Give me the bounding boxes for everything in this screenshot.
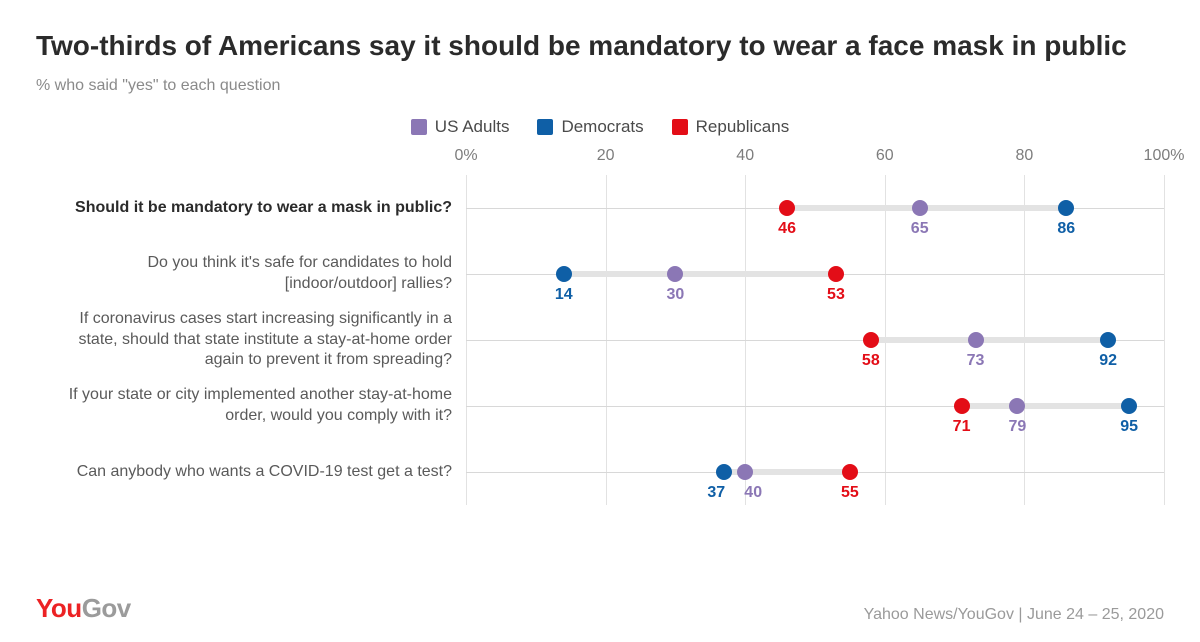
- row-plot: 73 92 58: [466, 307, 1164, 373]
- axis-tick: 20: [597, 147, 615, 165]
- gridline: [1164, 373, 1165, 439]
- axis-tick: 40: [736, 147, 754, 165]
- chart-row: If coronavirus cases start increasing si…: [36, 307, 1164, 373]
- row-label: If your state or city implemented anothe…: [36, 385, 466, 427]
- row-plot: 40 37 55: [466, 439, 1164, 505]
- axis-tick: 0%: [454, 147, 477, 165]
- value-label: 14: [555, 286, 573, 304]
- value-label: 37: [707, 484, 725, 502]
- data-point: [968, 332, 984, 348]
- axis-tick: 80: [1015, 147, 1033, 165]
- data-point: [1100, 332, 1116, 348]
- gridline: [1164, 241, 1165, 307]
- row-label: Can anybody who wants a COVID-19 test ge…: [36, 462, 466, 483]
- row-plot: 79 95 71: [466, 373, 1164, 439]
- value-label: 73: [967, 352, 985, 370]
- row-label: Do you think it's safe for candidates to…: [36, 253, 466, 295]
- legend-swatch: [537, 119, 553, 135]
- range-connector: [871, 337, 1108, 343]
- data-point: [779, 200, 795, 216]
- legend-label: US Adults: [435, 117, 510, 137]
- value-label: 58: [862, 352, 880, 370]
- legend-swatch: [672, 119, 688, 135]
- data-point: [716, 464, 732, 480]
- chart-row: Can anybody who wants a COVID-19 test ge…: [36, 439, 1164, 505]
- x-axis: 0%20406080100%: [466, 147, 1164, 175]
- value-label: 46: [778, 220, 796, 238]
- data-point: [828, 266, 844, 282]
- row-label: Should it be mandatory to wear a mask in…: [36, 198, 466, 219]
- data-point: [737, 464, 753, 480]
- chart-title: Two-thirds of Americans say it should be…: [36, 28, 1164, 63]
- legend-label: Democrats: [561, 117, 643, 137]
- chart-row: If your state or city implemented anothe…: [36, 373, 1164, 439]
- value-label: 95: [1120, 418, 1138, 436]
- gridline: [1164, 175, 1165, 241]
- value-label: 79: [1009, 418, 1027, 436]
- row-plot: 65 86 46: [466, 175, 1164, 241]
- value-label: 55: [841, 484, 859, 502]
- data-point: [1009, 398, 1025, 414]
- gridline: [1164, 439, 1165, 505]
- legend-item: US Adults: [411, 117, 510, 137]
- chart-row: Should it be mandatory to wear a mask in…: [36, 175, 1164, 241]
- data-point: [912, 200, 928, 216]
- axis-tick: 60: [876, 147, 894, 165]
- row-label: If coronavirus cases start increasing si…: [36, 309, 466, 371]
- range-connector: [962, 403, 1130, 409]
- legend-item: Democrats: [537, 117, 643, 137]
- data-point: [1058, 200, 1074, 216]
- data-point: [667, 266, 683, 282]
- axis-tick: 100%: [1144, 147, 1185, 165]
- data-point: [863, 332, 879, 348]
- value-label: 92: [1099, 352, 1117, 370]
- value-label: 40: [744, 484, 762, 502]
- chart-row: Do you think it's safe for candidates to…: [36, 241, 1164, 307]
- chart-rows: Should it be mandatory to wear a mask in…: [36, 175, 1164, 505]
- value-label: 86: [1057, 220, 1075, 238]
- brand-logo: YouGov: [36, 593, 131, 624]
- legend: US Adults Democrats Republicans: [36, 117, 1164, 137]
- row-plot: 30 14 53: [466, 241, 1164, 307]
- gridline: [1164, 307, 1165, 373]
- range-connector: [564, 271, 836, 277]
- source-line: Yahoo News/YouGov | June 24 – 25, 2020: [864, 606, 1164, 624]
- value-label: 65: [911, 220, 929, 238]
- legend-item: Republicans: [672, 117, 790, 137]
- legend-label: Republicans: [696, 117, 790, 137]
- value-label: 53: [827, 286, 845, 304]
- chart-subtitle: % who said "yes" to each question: [36, 77, 1164, 95]
- data-point: [954, 398, 970, 414]
- legend-swatch: [411, 119, 427, 135]
- data-point: [556, 266, 572, 282]
- value-label: 71: [953, 418, 971, 436]
- value-label: 30: [666, 286, 684, 304]
- data-point: [1121, 398, 1137, 414]
- chart: 0%20406080100%: [36, 147, 1164, 175]
- data-point: [842, 464, 858, 480]
